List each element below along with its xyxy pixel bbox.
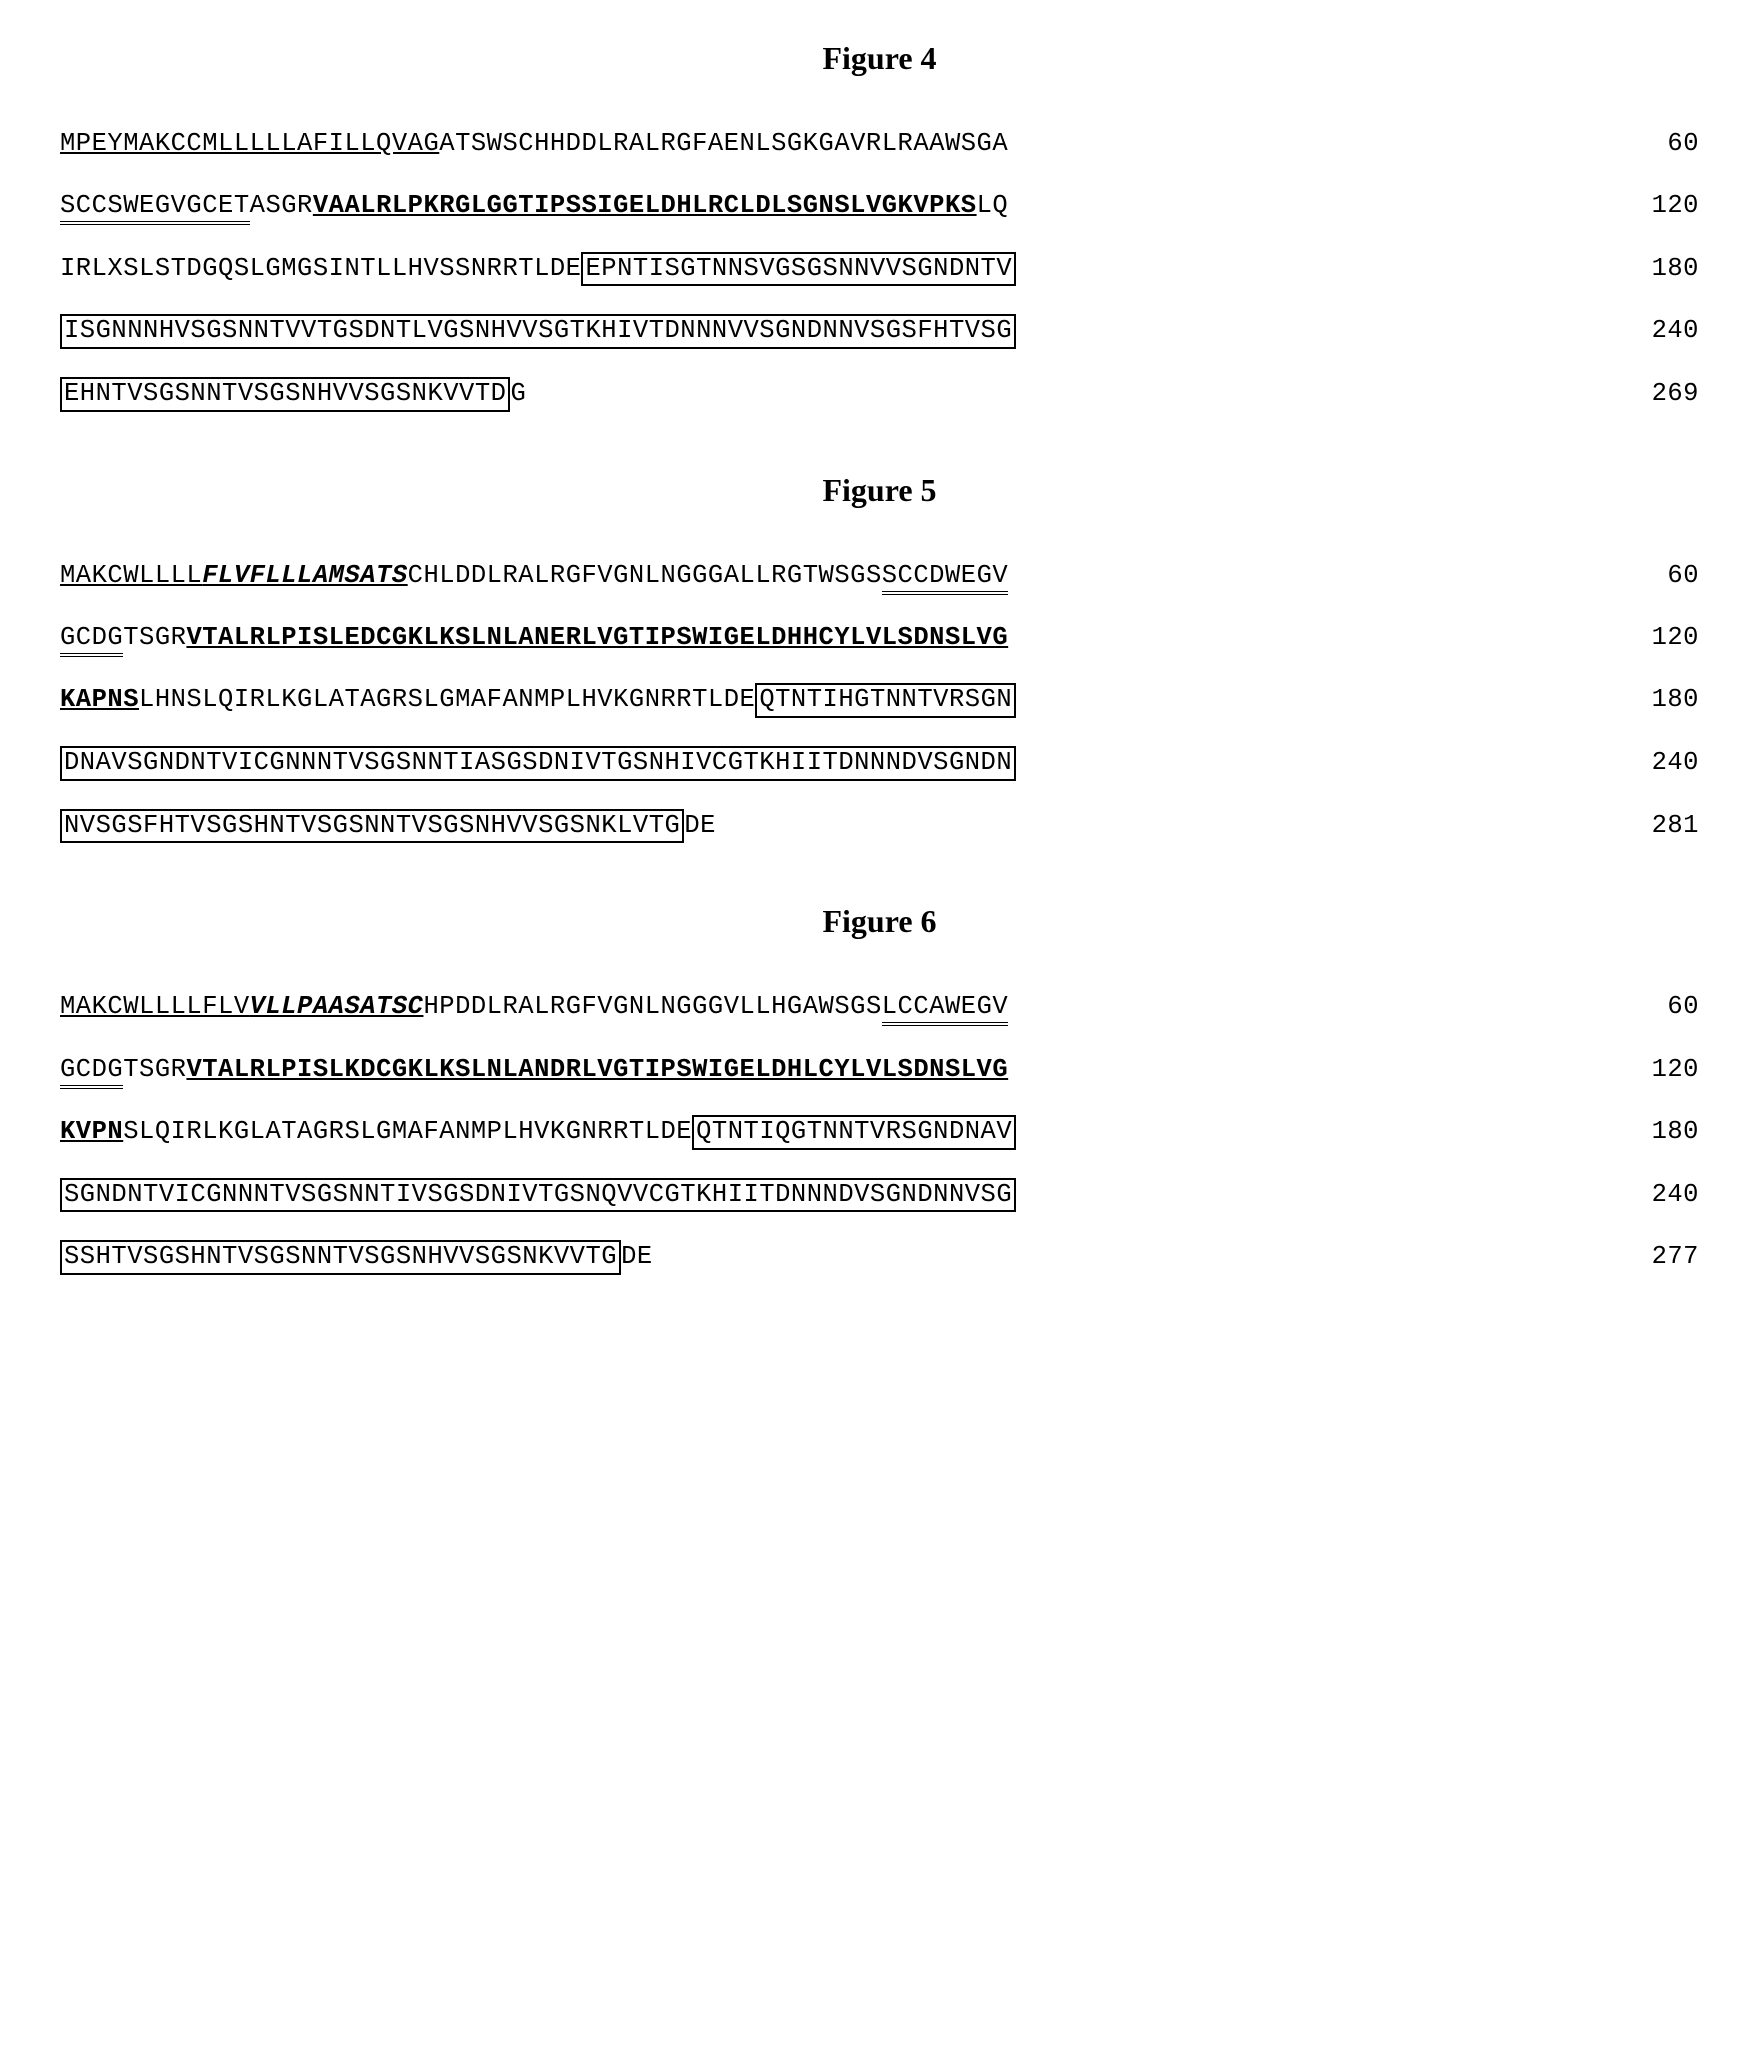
sequence-text: IRLXSLSTDGQSLGMGSINTLLHVSSNRRTLDEEPNTISG… — [60, 252, 1016, 287]
sequence-segment: NVSGSFHTVSGSHNTVSGSNNTVSGSNHVVSGSNKLVTG — [60, 809, 684, 844]
sequence-segment: DE — [684, 811, 716, 840]
sequence-text: NVSGSFHTVSGSHNTVSGSNNTVSGSNHVVSGSNKLVTGD… — [60, 809, 716, 844]
sequence-segment: QTNTIQGTNNTVRSGNDNAV — [692, 1115, 1016, 1150]
sequence-text: SSHTVSGSHNTVSGSNNTVSGSNHVVSGSNKVVTGDE — [60, 1240, 653, 1275]
sequence-line: SCCSWEGVGCETASGRVAALRLPKRGLGGTIPSSIGELDH… — [60, 189, 1699, 223]
sequence-segment: VTALRLPISLEDCGKLKSLNLANERLVGTIPSWIGELDHH… — [186, 623, 1008, 652]
sequence-line: NVSGSFHTVSGSHNTVSGSNNTVSGSNHVVSGSNKLVTGD… — [60, 809, 1699, 844]
sequence-text: ISGNNNHVSGSNNTVVTGSDNTLVGSNHVVSGTKHIVTDN… — [60, 314, 1016, 349]
sequence-line: ISGNNNHVSGSNNTVVTGSDNTLVGSNHVVSGTKHIVTDN… — [60, 314, 1699, 349]
sequence-position: 240 — [1612, 1178, 1699, 1212]
sequence-segment: DNAVSGNDNTVICGNNNTVSGSNNTIASGSDNIVTGSNHI… — [60, 746, 1016, 781]
sequence-text: MAKCWLLLLFLVFLLLAMSATSCHLDDLRALRGFVGNLNG… — [60, 559, 1008, 593]
sequence-segment: EPNTISGTNNSVGSGSNNVVSGNDNTV — [581, 252, 1016, 287]
sequence-line: KAPNSLHNSLQIRLKGLATAGRSLGMAFANMPLHVKGNRR… — [60, 683, 1699, 718]
figure-title: Figure 6 — [60, 903, 1699, 940]
sequence-position: 180 — [1612, 252, 1699, 286]
sequence-text: MPEYMAKCCMLLLLLAFILLQVAGATSWSCHHDDLRALRG… — [60, 127, 1008, 161]
sequence-text: MAKCWLLLLFLVVLLPAASATSCHPDDLRALRGFVGNLNG… — [60, 990, 1008, 1024]
sequence-position: 281 — [1612, 809, 1699, 843]
sequence-line: DNAVSGNDNTVICGNNNTVSGSNNTIASGSDNIVTGSNHI… — [60, 746, 1699, 781]
sequence-position: 120 — [1612, 1053, 1699, 1087]
sequence-segment: QTNTIHGTNNTVRSGN — [755, 683, 1016, 718]
sequence-segment: ATSWSCHHDDLRALRGFAENLSGKGAVRLRAAWSGA — [439, 129, 1008, 158]
figure-block: Figure 4 MPEYMAKCCMLLLLLAFILLQVAGATSWSCHH… — [60, 40, 1699, 412]
sequence-line: IRLXSLSTDGQSLGMGSINTLLHVSSNRRTLDEEPNTISG… — [60, 252, 1699, 287]
sequence-segment: VAALRLPKRGLGGTIPSSIGELDHLRCLDLSGNSLVGKVP… — [313, 191, 977, 220]
sequence-text: KAPNSLHNSLQIRLKGLATAGRSLGMAFANMPLHVKGNRR… — [60, 683, 1016, 718]
sequence-segment: SCCDWEGV — [882, 561, 1008, 595]
sequence-position: 240 — [1612, 746, 1699, 780]
sequence-segment: KVPN — [60, 1117, 123, 1146]
sequence-position: 120 — [1612, 189, 1699, 223]
sequence-segment: GCDG — [60, 1055, 123, 1089]
sequence-segment: TSGR — [123, 623, 186, 652]
sequence-line: MAKCWLLLLFLVVLLPAASATSCHPDDLRALRGFVGNLNG… — [60, 990, 1699, 1024]
sequence-text: KVPNSLQIRLKGLATAGRSLGMAFANMPLHVKGNRRTLDE… — [60, 1115, 1016, 1150]
sequence-text: EHNTVSGSNNTVSGSNHVVSGSNKVVTDG — [60, 377, 526, 412]
sequence-segment: KAPNS — [60, 685, 139, 714]
sequence-position: 120 — [1612, 621, 1699, 655]
sequence-position: 60 — [1627, 559, 1699, 593]
sequence-segment: GCDG — [60, 623, 123, 657]
sequence-segment: DE — [621, 1242, 653, 1271]
sequence-position: 60 — [1627, 127, 1699, 161]
sequence-text: GCDGTSGRVTALRLPISLKDCGKLKSLNLANDRLVGTIPS… — [60, 1053, 1008, 1087]
sequence-position: 269 — [1612, 377, 1699, 411]
sequence-line: SGNDNTVICGNNNTVSGSNNTIVSGSDNIVTGSNQVVCGT… — [60, 1178, 1699, 1213]
sequence-segment: LCCAWEGV — [882, 992, 1008, 1026]
sequence-segment: HPDDLRALRGFVGNLNGGGVLLHGAWSGS — [423, 992, 881, 1021]
figure-title: Figure 5 — [60, 472, 1699, 509]
sequence-line: SSHTVSGSHNTVSGSNNTVSGSNHVVSGSNKVVTGDE 277 — [60, 1240, 1699, 1275]
sequence-segment: SSHTVSGSHNTVSGSNNTVSGSNHVVSGSNKVVTG — [60, 1240, 621, 1275]
sequence-position: 277 — [1612, 1240, 1699, 1274]
sequence-line: KVPNSLQIRLKGLATAGRSLGMAFANMPLHVKGNRRTLDE… — [60, 1115, 1699, 1150]
sequence-segment: ISGNNNHVSGSNNTVVTGSDNTLVGSNHVVSGTKHIVTDN… — [60, 314, 1016, 349]
sequence-position: 180 — [1612, 1115, 1699, 1149]
document-root: Figure 4 MPEYMAKCCMLLLLLAFILLQVAGATSWSCHH… — [60, 40, 1699, 1275]
sequence-line: GCDGTSGRVTALRLPISLEDCGKLKSLNLANERLVGTIPS… — [60, 621, 1699, 655]
sequence-position: 180 — [1612, 683, 1699, 717]
sequence-text: GCDGTSGRVTALRLPISLEDCGKLKSLNLANERLVGTIPS… — [60, 621, 1008, 655]
figure-block: Figure 6 MAKCWLLLLFLVVLLPAASATSCHPDDLRALR… — [60, 903, 1699, 1275]
sequence-segment: LHNSLQIRLKGLATAGRSLGMAFANMPLHVKGNRRTLDE — [139, 685, 755, 714]
sequence-segment: TSGR — [123, 1055, 186, 1084]
sequence-segment: IRLXSLSTDGQSLGMGSINTLLHVSSNRRTLDE — [60, 254, 581, 283]
sequence-line: MAKCWLLLLFLVFLLLAMSATSCHLDDLRALRGFVGNLNG… — [60, 559, 1699, 593]
sequence-position: 240 — [1612, 314, 1699, 348]
sequence-segment: VLLPAASATSC — [250, 992, 424, 1021]
sequence-text: SCCSWEGVGCETASGRVAALRLPKRGLGGTIPSSIGELDH… — [60, 189, 1008, 223]
sequence-line: GCDGTSGRVTALRLPISLKDCGKLKSLNLANDRLVGTIPS… — [60, 1053, 1699, 1087]
sequence-segment: LQ — [977, 191, 1009, 220]
figure-title: Figure 4 — [60, 40, 1699, 77]
sequence-segment: VTALRLPISLKDCGKLKSLNLANDRLVGTIPSWIGELDHL… — [186, 1055, 1008, 1084]
sequence-line: MPEYMAKCCMLLLLLAFILLQVAGATSWSCHHDDLRALRG… — [60, 127, 1699, 161]
sequence-line: EHNTVSGSNNTVSGSNHVVSGSNKVVTDG 269 — [60, 377, 1699, 412]
sequence-segment: SLQIRLKGLATAGRSLGMAFANMPLHVKGNRRTLDE — [123, 1117, 692, 1146]
sequence-segment: EHNTVSGSNNTVSGSNHVVSGSNKVVTD — [60, 377, 510, 412]
figure-block: Figure 5 MAKCWLLLLFLVFLLLAMSATSCHLDDLRALR… — [60, 472, 1699, 844]
sequence-position: 60 — [1627, 990, 1699, 1024]
sequence-text: DNAVSGNDNTVICGNNNTVSGSNNTIASGSDNIVTGSNHI… — [60, 746, 1016, 781]
sequence-segment: MPEYMAKCCMLLLLLAFILLQVAG — [60, 129, 439, 158]
sequence-segment: FLVFLLLAMSATS — [202, 561, 407, 590]
sequence-segment: G — [510, 379, 526, 408]
sequence-segment: SGNDNTVICGNNNTVSGSNNTIVSGSDNIVTGSNQVVCGT… — [60, 1178, 1016, 1213]
sequence-segment: ASGR — [250, 191, 313, 220]
sequence-text: SGNDNTVICGNNNTVSGSNNTIVSGSDNIVTGSNQVVCGT… — [60, 1178, 1016, 1213]
sequence-segment: MAKCWLLLLFLV — [60, 992, 250, 1021]
sequence-segment: MAKCWLLLL — [60, 561, 202, 590]
sequence-segment: CHLDDLRALRGFVGNLNGGGALLRGTWSGS — [408, 561, 882, 590]
sequence-segment: SCCSWEGVGCET — [60, 191, 250, 225]
